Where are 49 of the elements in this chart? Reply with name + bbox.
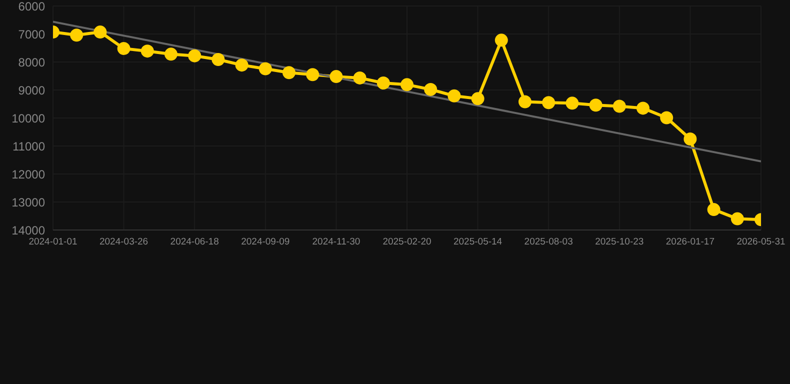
point bbox=[448, 89, 461, 102]
x-tick-label: 2024-03-26 bbox=[99, 236, 148, 248]
point bbox=[70, 28, 84, 42]
point bbox=[730, 212, 744, 226]
point bbox=[636, 102, 650, 115]
x-tick-label: 2025-08-03 bbox=[524, 236, 573, 248]
point bbox=[117, 42, 130, 56]
point bbox=[258, 62, 272, 76]
point bbox=[353, 71, 366, 84]
point bbox=[400, 78, 414, 92]
point bbox=[494, 34, 508, 47]
x-tick-label: 2025-02-20 bbox=[382, 236, 432, 248]
point bbox=[140, 44, 154, 58]
point bbox=[164, 48, 178, 61]
x-tick-label: 2026-05-31 bbox=[736, 236, 786, 248]
point bbox=[188, 49, 202, 62]
x-tick-label: 2025-05-14 bbox=[453, 236, 502, 248]
point bbox=[235, 58, 248, 72]
point bbox=[330, 70, 343, 84]
y-tick-label: 10000 bbox=[12, 111, 46, 126]
y-tick-label: 13000 bbox=[12, 195, 46, 210]
point bbox=[589, 98, 602, 112]
point bbox=[306, 68, 320, 82]
x-tick-label: 2025-10-23 bbox=[595, 236, 644, 248]
y-tick-label: 14000 bbox=[12, 223, 46, 238]
point bbox=[612, 100, 626, 113]
point bbox=[518, 95, 532, 108]
point bbox=[212, 52, 225, 66]
y-tick-label: 8000 bbox=[18, 55, 46, 70]
point bbox=[282, 66, 296, 80]
x-tick-label: 2024-06-18 bbox=[170, 236, 219, 248]
point bbox=[471, 92, 484, 106]
x-tick-label: 2024-09-09 bbox=[241, 236, 290, 248]
x-tick-label: 2024-01-01 bbox=[28, 236, 78, 248]
point bbox=[542, 96, 556, 110]
y-tick-label: 12000 bbox=[12, 167, 46, 182]
point bbox=[376, 76, 390, 90]
y-tick-label: 11000 bbox=[12, 139, 46, 154]
y-tick-label: 7000 bbox=[18, 27, 46, 42]
point bbox=[660, 111, 674, 124]
y-tick-label: 6000 bbox=[18, 0, 46, 14]
point bbox=[94, 26, 107, 39]
x-tick-label: 2026-01-17 bbox=[666, 236, 715, 248]
point bbox=[707, 203, 720, 216]
point bbox=[424, 82, 438, 96]
y-tick-label: 9000 bbox=[18, 83, 46, 98]
point bbox=[684, 132, 697, 146]
point bbox=[566, 96, 579, 110]
x-tick-label: 2024-11-30 bbox=[312, 236, 360, 248]
